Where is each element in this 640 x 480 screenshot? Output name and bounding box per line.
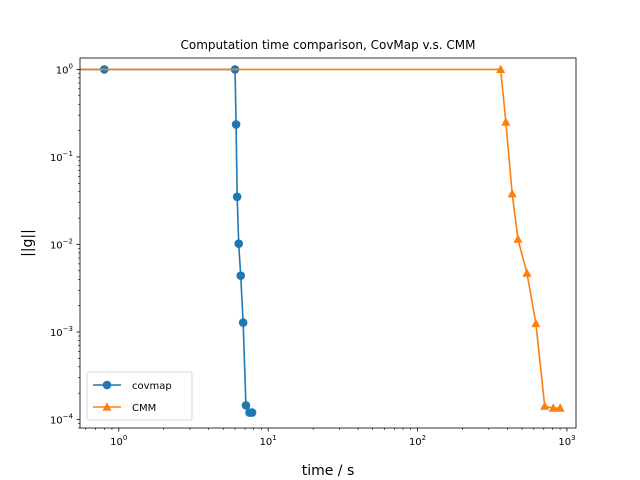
data-point-cmm	[507, 188, 517, 198]
legend-marker	[102, 380, 112, 390]
x-tick-label: 103	[558, 434, 575, 448]
x-axis: 100 101 102 103	[85, 428, 576, 448]
series-layer	[80, 64, 565, 417]
series-cmm	[80, 64, 565, 412]
y-tick-label: 100	[56, 62, 73, 76]
legend-item-covmap: covmap	[93, 380, 172, 392]
data-point-cmm	[548, 403, 558, 412]
y-axis: 100 10−1 10−2 10−3 10−4	[50, 62, 80, 429]
x-tick-label: 102	[409, 434, 426, 448]
plot-area	[80, 58, 576, 428]
x-axis-label: time / s	[302, 463, 355, 479]
data-point-covmap	[232, 192, 242, 202]
legend-box	[86, 371, 193, 421]
chart-title: Computation time comparison, CovMap v.s.…	[180, 38, 475, 52]
data-point-cmm	[501, 117, 511, 126]
legend-label: covmap	[132, 381, 172, 392]
plot-frame	[79, 57, 577, 429]
data-point-cmm	[522, 268, 532, 277]
data-point-cmm	[555, 403, 565, 412]
y-tick-label: 10−2	[50, 237, 73, 251]
data-point-covmap	[231, 120, 241, 129]
series-line-cmm	[80, 68, 561, 409]
legend: covmap CMM	[86, 371, 193, 421]
data-point-covmap	[247, 408, 257, 417]
data-point-cmm	[496, 64, 506, 74]
y-axis-label: ||g||	[20, 229, 36, 257]
data-point-covmap	[234, 239, 244, 249]
data-point-covmap	[238, 318, 248, 327]
x-tick-label: 100	[110, 434, 127, 448]
data-point-covmap	[241, 401, 251, 410]
y-tick-label: 10−1	[50, 150, 73, 164]
legend-items: covmap CMM	[93, 380, 172, 414]
data-point-cmm	[540, 401, 550, 410]
data-point-cmm	[513, 234, 523, 243]
y-tick-label: 10−4	[50, 413, 74, 427]
legend-label: CMM	[132, 403, 156, 414]
legend-marker	[102, 402, 112, 411]
data-point-cmm	[531, 318, 541, 328]
y-tick-label: 10−3	[50, 325, 73, 339]
x-tick-label: 101	[260, 434, 277, 448]
data-point-covmap	[236, 271, 246, 280]
legend-item-cmm: CMM	[93, 402, 156, 414]
